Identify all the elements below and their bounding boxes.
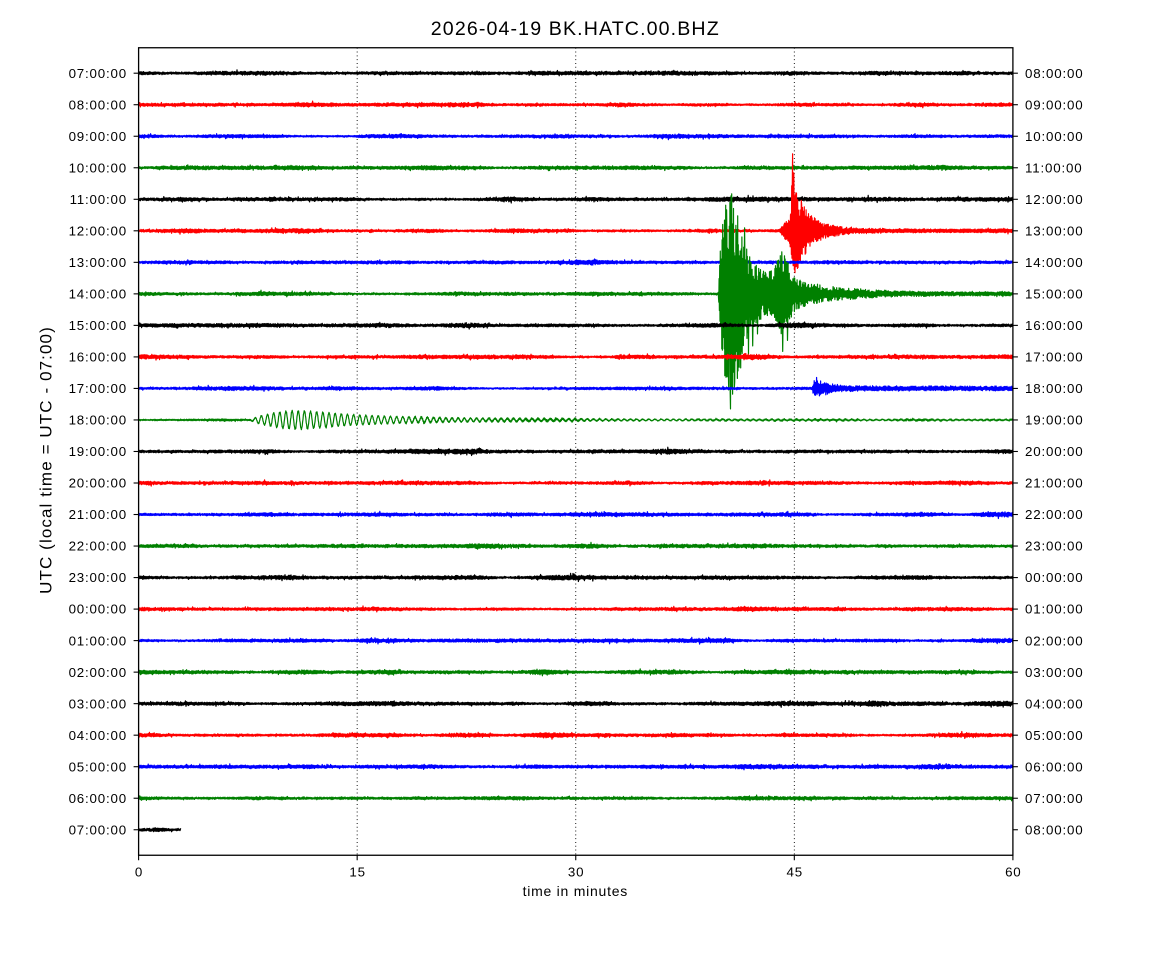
svg-text:07:00:00: 07:00:00 bbox=[69, 66, 127, 81]
svg-text:05:00:00: 05:00:00 bbox=[69, 759, 127, 774]
svg-text:18:00:00: 18:00:00 bbox=[69, 413, 127, 428]
svg-text:11:00:00: 11:00:00 bbox=[1025, 160, 1082, 175]
svg-text:21:00:00: 21:00:00 bbox=[1025, 476, 1083, 491]
svg-text:10:00:00: 10:00:00 bbox=[69, 160, 127, 175]
svg-text:06:00:00: 06:00:00 bbox=[69, 791, 127, 806]
svg-text:30: 30 bbox=[568, 865, 584, 880]
svg-text:03:00:00: 03:00:00 bbox=[1025, 665, 1083, 680]
svg-text:00:00:00: 00:00:00 bbox=[69, 602, 127, 617]
svg-text:21:00:00: 21:00:00 bbox=[69, 507, 127, 522]
svg-text:02:00:00: 02:00:00 bbox=[1025, 633, 1083, 648]
svg-text:15:00:00: 15:00:00 bbox=[1025, 287, 1083, 302]
svg-text:19:00:00: 19:00:00 bbox=[1025, 413, 1083, 428]
svg-text:45: 45 bbox=[786, 865, 802, 880]
svg-text:03:00:00: 03:00:00 bbox=[69, 696, 127, 711]
svg-text:14:00:00: 14:00:00 bbox=[1025, 255, 1083, 270]
svg-text:13:00:00: 13:00:00 bbox=[1025, 223, 1083, 238]
svg-text:02:00:00: 02:00:00 bbox=[69, 665, 127, 680]
svg-text:19:00:00: 19:00:00 bbox=[69, 444, 127, 459]
svg-text:0: 0 bbox=[135, 865, 143, 880]
svg-text:16:00:00: 16:00:00 bbox=[1025, 318, 1083, 333]
svg-text:06:00:00: 06:00:00 bbox=[1025, 759, 1083, 774]
svg-text:23:00:00: 23:00:00 bbox=[1025, 539, 1083, 554]
svg-text:08:00:00: 08:00:00 bbox=[1025, 822, 1083, 837]
svg-text:12:00:00: 12:00:00 bbox=[69, 223, 127, 238]
svg-text:11:00:00: 11:00:00 bbox=[70, 192, 127, 207]
svg-text:UTC (local time = UTC - 07:00): UTC (local time = UTC - 07:00) bbox=[37, 326, 56, 594]
svg-text:20:00:00: 20:00:00 bbox=[1025, 444, 1083, 459]
svg-text:09:00:00: 09:00:00 bbox=[69, 129, 127, 144]
svg-text:16:00:00: 16:00:00 bbox=[69, 350, 127, 365]
svg-text:01:00:00: 01:00:00 bbox=[1025, 602, 1083, 617]
svg-text:08:00:00: 08:00:00 bbox=[1025, 66, 1083, 81]
svg-text:07:00:00: 07:00:00 bbox=[1025, 791, 1083, 806]
svg-text:17:00:00: 17:00:00 bbox=[1025, 350, 1083, 365]
svg-text:18:00:00: 18:00:00 bbox=[1025, 381, 1083, 396]
svg-text:23:00:00: 23:00:00 bbox=[69, 570, 127, 585]
svg-text:04:00:00: 04:00:00 bbox=[69, 728, 127, 743]
svg-text:22:00:00: 22:00:00 bbox=[1025, 507, 1083, 522]
svg-text:10:00:00: 10:00:00 bbox=[1025, 129, 1083, 144]
svg-text:07:00:00: 07:00:00 bbox=[69, 822, 127, 837]
svg-text:14:00:00: 14:00:00 bbox=[69, 287, 127, 302]
svg-text:15:00:00: 15:00:00 bbox=[69, 318, 127, 333]
svg-text:04:00:00: 04:00:00 bbox=[1025, 696, 1083, 711]
svg-text:2026-04-19 BK.HATC.00.BHZ: 2026-04-19 BK.HATC.00.BHZ bbox=[431, 18, 720, 40]
svg-text:13:00:00: 13:00:00 bbox=[69, 255, 127, 270]
svg-text:20:00:00: 20:00:00 bbox=[69, 476, 127, 491]
svg-text:00:00:00: 00:00:00 bbox=[1025, 570, 1083, 585]
svg-text:time in minutes: time in minutes bbox=[523, 883, 628, 899]
svg-text:15: 15 bbox=[349, 865, 365, 880]
svg-text:08:00:00: 08:00:00 bbox=[69, 97, 127, 112]
svg-text:12:00:00: 12:00:00 bbox=[1025, 192, 1083, 207]
svg-text:01:00:00: 01:00:00 bbox=[69, 633, 127, 648]
svg-text:05:00:00: 05:00:00 bbox=[1025, 728, 1083, 743]
svg-text:60: 60 bbox=[1005, 865, 1021, 880]
svg-text:17:00:00: 17:00:00 bbox=[69, 381, 127, 396]
svg-text:22:00:00: 22:00:00 bbox=[69, 539, 127, 554]
svg-text:09:00:00: 09:00:00 bbox=[1025, 97, 1083, 112]
